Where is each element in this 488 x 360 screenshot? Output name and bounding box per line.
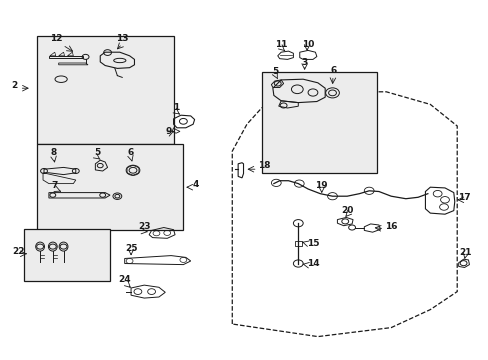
Text: 20: 20 <box>340 207 353 216</box>
Text: 24: 24 <box>118 275 131 284</box>
Text: 1: 1 <box>173 103 179 112</box>
Text: 12: 12 <box>50 35 62 44</box>
Bar <box>37 36 173 144</box>
Text: 8: 8 <box>51 148 57 157</box>
Bar <box>24 229 110 281</box>
Text: 16: 16 <box>385 222 397 231</box>
Text: 15: 15 <box>306 239 319 248</box>
Bar <box>37 144 183 230</box>
Text: 6: 6 <box>128 148 134 157</box>
Text: 5: 5 <box>272 67 278 76</box>
Text: 22: 22 <box>12 247 25 256</box>
Text: 25: 25 <box>124 244 137 253</box>
Text: 21: 21 <box>458 248 471 257</box>
Text: 11: 11 <box>275 40 287 49</box>
Text: 14: 14 <box>306 259 319 268</box>
Text: 10: 10 <box>301 40 314 49</box>
Text: 9: 9 <box>165 127 172 136</box>
Text: 6: 6 <box>330 66 336 75</box>
Text: 23: 23 <box>138 222 150 231</box>
Bar <box>261 72 376 173</box>
Text: 19: 19 <box>315 181 327 190</box>
Text: 3: 3 <box>301 58 307 67</box>
Text: 4: 4 <box>192 180 199 189</box>
Text: 2: 2 <box>12 81 18 90</box>
Text: 17: 17 <box>457 193 470 202</box>
Text: 5: 5 <box>95 148 101 157</box>
Text: 13: 13 <box>116 35 128 44</box>
Text: 18: 18 <box>257 161 270 170</box>
Text: 7: 7 <box>51 181 58 190</box>
